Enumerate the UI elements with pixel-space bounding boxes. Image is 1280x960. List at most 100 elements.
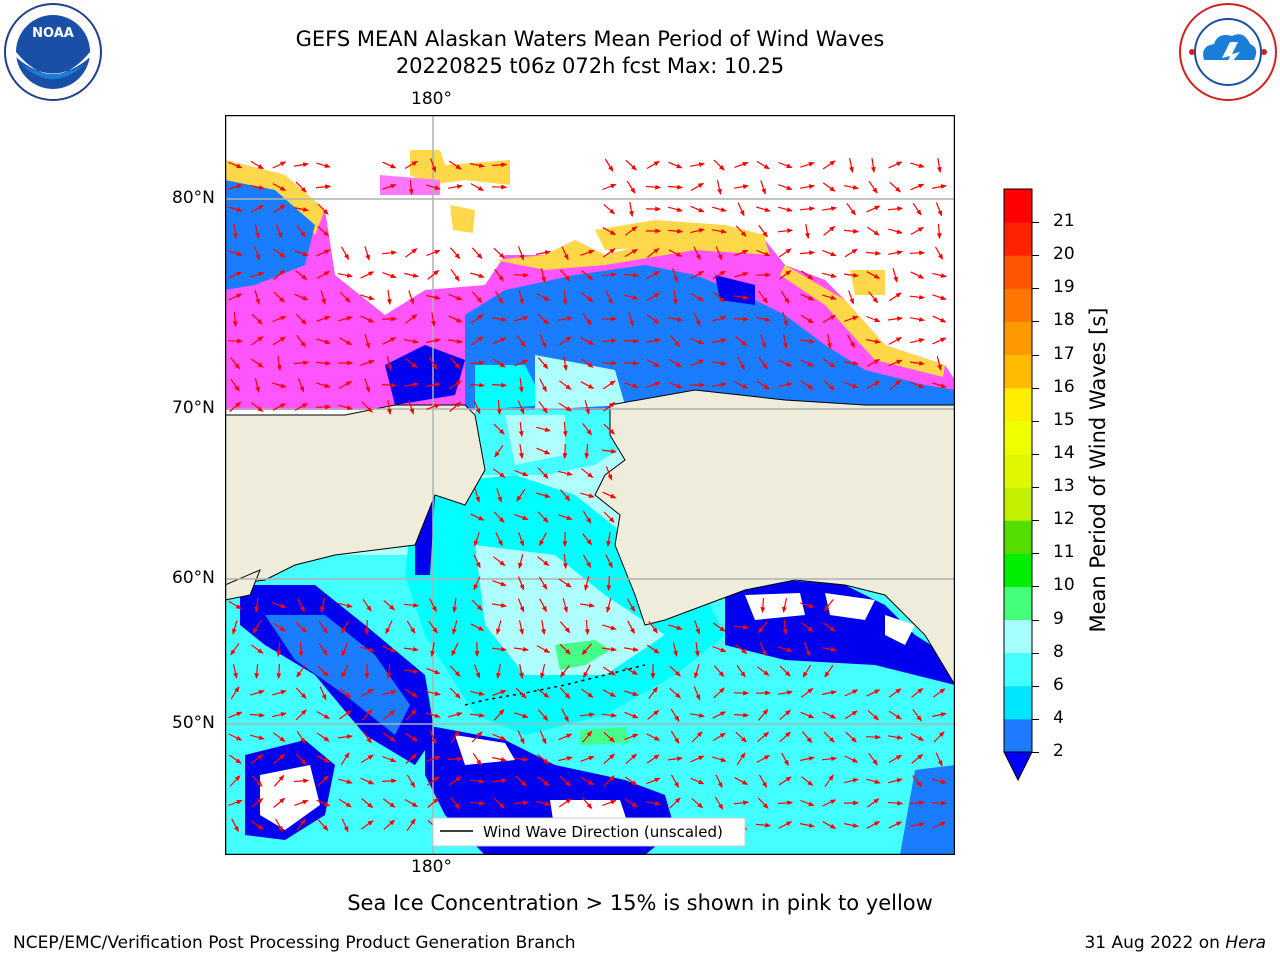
- wind-wave-arrow: [847, 334, 855, 349]
- wind-wave-arrow: [516, 335, 527, 348]
- wind-wave-arrow: [933, 731, 945, 743]
- wind-wave-arrow: [843, 228, 860, 234]
- wind-wave-arrow: [320, 597, 325, 614]
- colorbar-tick-label: 12: [1053, 509, 1075, 530]
- wind-wave-arrow: [670, 730, 680, 745]
- wind-wave-arrow: [430, 158, 436, 173]
- chukchi-lightcyan: [535, 355, 625, 410]
- wind-wave-arrow: [339, 291, 351, 303]
- wind-wave-arrow: [496, 399, 502, 416]
- wind-wave-arrow: [866, 381, 881, 389]
- wind-wave-arrow: [540, 268, 546, 283]
- wind-wave-arrow: [736, 752, 746, 766]
- wind-wave-arrow: [821, 690, 838, 695]
- wind-wave-arrow: [844, 272, 860, 278]
- wind-wave-arrow: [517, 598, 525, 613]
- wind-wave-arrow: [559, 380, 572, 390]
- wind-wave-arrow: [230, 642, 240, 656]
- wind-wave-arrow: [426, 382, 442, 388]
- wind-wave-arrow: [493, 423, 505, 435]
- wind-wave-arrow: [624, 646, 640, 652]
- wind-wave-arrow: [823, 358, 836, 368]
- wind-wave-arrow: [562, 553, 568, 570]
- wind-wave-arrow: [254, 663, 260, 680]
- wind-wave-arrow: [783, 333, 788, 350]
- wind-wave-arrow: [778, 821, 793, 829]
- wind-wave-arrow: [408, 400, 415, 415]
- wind-wave-arrow: [712, 645, 727, 653]
- wind-wave-arrow: [887, 800, 904, 806]
- wind-wave-arrow: [912, 775, 923, 788]
- colorbar-tick-mark: [1032, 652, 1039, 654]
- wind-wave-arrow: [404, 798, 419, 808]
- wind-wave-arrow: [694, 664, 700, 679]
- wind-wave-arrows: [227, 157, 948, 833]
- wind-wave-arrow: [386, 400, 392, 416]
- wind-wave-arrow: [537, 709, 549, 722]
- wind-wave-arrow: [296, 818, 306, 831]
- wind-wave-arrow: [404, 272, 419, 278]
- wind-wave-arrow: [628, 312, 634, 327]
- wind-wave-arrow: [536, 800, 551, 806]
- wind-wave-arrow: [251, 754, 264, 764]
- wind-wave-arrow: [778, 776, 792, 786]
- wind-wave-arrow: [496, 620, 502, 635]
- lat-label-60n: 60°N: [172, 568, 215, 588]
- wind-wave-arrow: [232, 311, 238, 328]
- wind-wave-arrow: [492, 689, 507, 696]
- wind-wave-arrow: [583, 664, 591, 679]
- wind-wave-arrow: [513, 800, 530, 806]
- wind-wave-arrow: [405, 358, 418, 369]
- wind-wave-arrow: [604, 158, 614, 173]
- wind-wave-arrow: [691, 731, 703, 743]
- wind-wave-arrow: [935, 752, 943, 767]
- wind-wave-arrow: [844, 778, 859, 784]
- wind-wave-arrow: [383, 599, 396, 611]
- wind-wave-arrow: [536, 426, 551, 432]
- wind-wave-arrow: [228, 206, 243, 212]
- wind-wave-arrow: [605, 554, 613, 569]
- wind-wave-arrow: [824, 774, 834, 788]
- wind-wave-arrow: [581, 358, 594, 368]
- colorbar-level: [1004, 487, 1032, 521]
- wind-wave-arrow: [317, 819, 329, 832]
- wind-wave-arrow: [386, 356, 392, 371]
- noaa-logo: NOAA: [4, 3, 102, 101]
- wind-wave-arrow: [624, 733, 639, 741]
- wind-wave-arrow: [232, 224, 238, 240]
- wind-wave-arrow: [626, 180, 636, 194]
- wind-wave-arrow: [316, 799, 331, 807]
- wind-wave-arrow: [579, 712, 596, 718]
- wind-wave-arrow: [934, 246, 944, 261]
- wind-wave-arrow: [756, 755, 771, 763]
- wind-wave-arrow: [735, 225, 747, 237]
- land-arctic-coast: [225, 404, 486, 586]
- wind-wave-arrow: [844, 360, 860, 366]
- wind-wave-arrow: [430, 641, 435, 658]
- wind-wave-arrow: [800, 711, 815, 719]
- wind-wave-arrow: [909, 822, 926, 827]
- wind-wave-arrow: [910, 162, 925, 168]
- wind-wave-arrow: [231, 818, 239, 833]
- wind-wave-arrow: [737, 202, 745, 217]
- wind-wave-arrow: [320, 290, 326, 305]
- wind-wave-arrow: [782, 312, 788, 327]
- wind-wave-arrow: [737, 356, 745, 371]
- wind-wave-arrow: [386, 663, 392, 680]
- wind-wave-arrow: [430, 312, 436, 328]
- wind-wave-arrow: [541, 619, 546, 636]
- wind-wave-arrow: [584, 619, 590, 636]
- wind-wave-arrow: [315, 184, 332, 190]
- wind-wave-arrow: [296, 664, 306, 678]
- arctic-ocean-blue: [225, 180, 315, 290]
- wind-wave-arrow: [932, 382, 947, 388]
- wind-wave-arrow: [887, 250, 904, 255]
- wind-wave-arrow: [669, 797, 681, 809]
- wind-wave-arrow: [448, 712, 463, 718]
- wind-wave-arrow: [273, 269, 286, 280]
- wind-wave-arrow: [822, 799, 837, 807]
- colorbar-level: [1004, 619, 1032, 654]
- wind-wave-arrow: [360, 820, 374, 830]
- wind-wave-arrow: [362, 598, 372, 612]
- wind-wave-arrow: [910, 183, 925, 191]
